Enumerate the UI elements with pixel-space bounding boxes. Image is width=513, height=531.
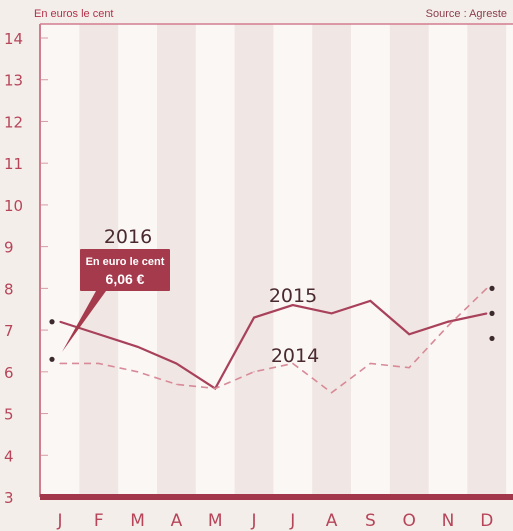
- data-point: [369, 362, 371, 365]
- series-label-2015: 2015: [269, 285, 317, 307]
- data-point: [486, 312, 488, 314]
- callout-box: [80, 249, 170, 291]
- data-point: [369, 300, 371, 302]
- end-marker: [489, 335, 495, 342]
- data-point: [408, 333, 410, 335]
- y-tick-label: 3: [4, 489, 14, 507]
- data-point: [98, 362, 100, 365]
- y-tick-label: 10: [4, 197, 23, 215]
- data-point: [59, 362, 61, 365]
- x-tick-label: M: [130, 511, 145, 531]
- y-tick-label: 8: [4, 280, 14, 298]
- y-tick-label: 13: [4, 72, 23, 90]
- data-point: [98, 333, 100, 335]
- x-tick-label: S: [365, 511, 376, 531]
- data-point: [214, 387, 216, 390]
- data-point: [408, 367, 410, 369]
- data-point: [486, 287, 488, 289]
- x-tick-label: M: [208, 511, 223, 531]
- grid-band: [234, 24, 274, 497]
- y-tick-label: 11: [4, 155, 23, 173]
- marker-2016: [49, 356, 55, 362]
- y-tick-label: 12: [4, 113, 23, 131]
- data-point: [447, 325, 449, 327]
- y-tick-label: 7: [4, 322, 14, 340]
- data-point: [137, 371, 139, 373]
- x-tick-label: O: [403, 511, 416, 531]
- x-tick-label: D: [480, 511, 493, 531]
- data-point: [175, 383, 177, 385]
- data-point: [137, 346, 139, 348]
- end-marker: [489, 310, 495, 316]
- data-point: [292, 362, 294, 365]
- grid-band: [467, 24, 507, 497]
- series-label-2016: 2016: [104, 226, 152, 248]
- grid-band: [312, 24, 351, 497]
- x-tick-label: J: [56, 511, 62, 531]
- unit-label: En euros le cent: [34, 8, 114, 20]
- data-point: [447, 321, 449, 323]
- series-line-2015: [59, 299, 488, 391]
- data-point: [292, 304, 294, 306]
- callout-line1: En euro le cent: [86, 256, 165, 268]
- y-tick-label: 5: [4, 406, 14, 424]
- x-tick-label: N: [442, 511, 455, 531]
- data-point: [331, 392, 333, 394]
- x-tick-label: J: [250, 511, 256, 531]
- callout-arrow: [62, 291, 106, 352]
- data-point: [175, 362, 177, 365]
- y-tick-label: 6: [4, 364, 14, 382]
- x-tick-label: J: [289, 511, 295, 531]
- data-point: [253, 371, 255, 373]
- x-tick-label: F: [94, 511, 104, 531]
- x-tick-label: A: [326, 511, 338, 531]
- source-label: Source : Agreste: [425, 8, 507, 20]
- series-line-2014: [60, 287, 488, 394]
- x-tick-label: A: [171, 511, 183, 531]
- data-point: [59, 321, 61, 323]
- start-marker: [49, 319, 55, 325]
- data-point: [331, 312, 333, 314]
- y-tick-label: 14: [4, 30, 23, 48]
- data-point: [253, 316, 255, 319]
- series-label-2014: 2014: [271, 345, 319, 367]
- grid-band: [389, 24, 429, 497]
- end-marker: [489, 285, 495, 291]
- callout-value: 6,06 €: [106, 271, 145, 287]
- y-tick-label: 4: [4, 447, 14, 465]
- y-tick-label: 9: [4, 239, 14, 257]
